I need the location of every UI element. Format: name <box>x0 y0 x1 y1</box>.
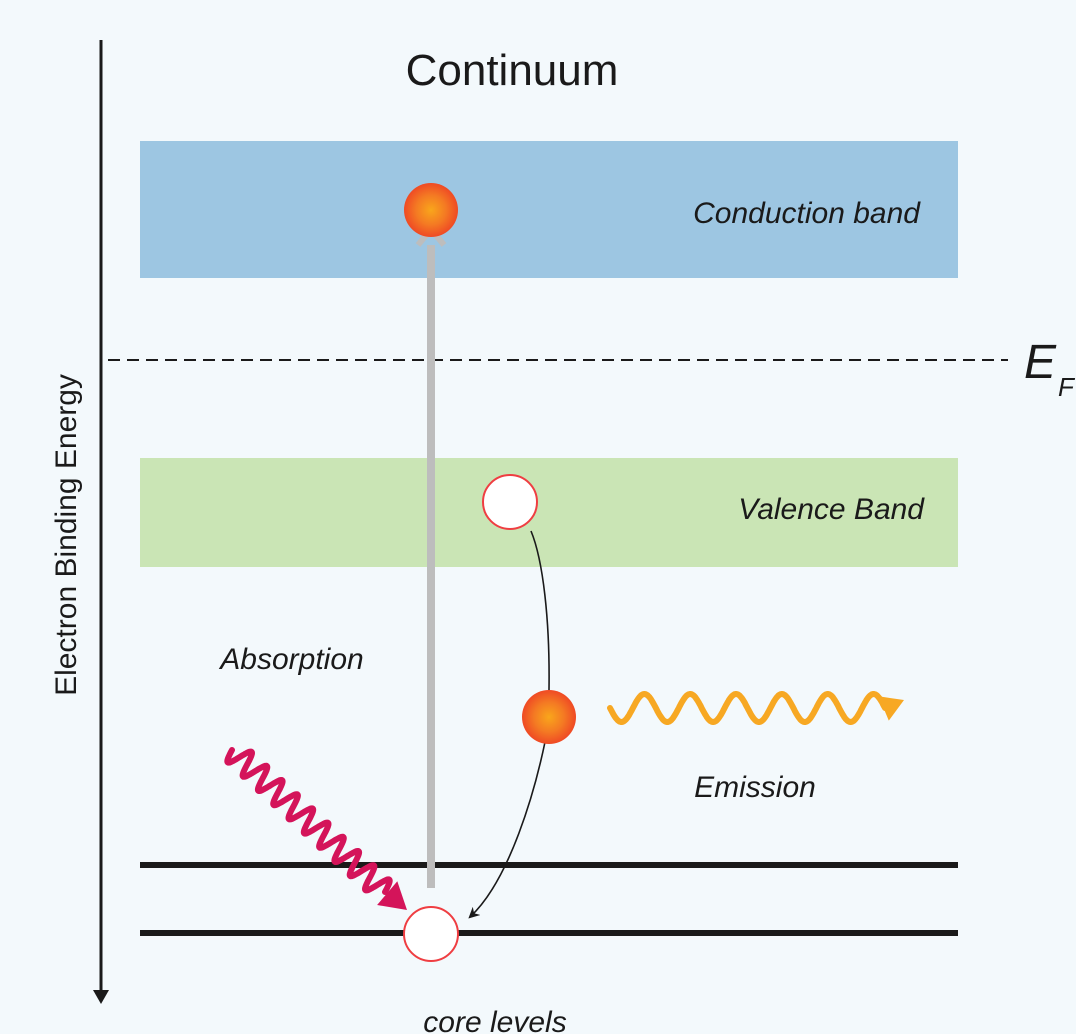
valence-hole <box>482 474 538 530</box>
energy-axis-arrowhead <box>93 990 109 1004</box>
decay-path-lower <box>468 741 546 919</box>
absorbed-photon-wave <box>224 747 393 895</box>
emitted-photon-wave <box>607 691 888 725</box>
emitted-photon-arrowhead <box>878 696 904 721</box>
core-levels-label: core levels <box>423 1006 566 1034</box>
emission-label: Emission <box>694 771 816 804</box>
axis-label: Electron Binding Energy <box>50 374 83 696</box>
conduction-band <box>140 141 958 278</box>
valence-band-label: Valence Band <box>738 493 925 526</box>
valence-band <box>140 458 958 567</box>
absorbed-photon-arrowhead <box>377 881 407 910</box>
core-hole <box>403 906 459 962</box>
excited-electron <box>404 183 458 237</box>
absorption-label: Absorption <box>218 643 363 676</box>
fermi-level-subscript: F <box>1058 372 1076 402</box>
fermi-level-symbol: E <box>1024 336 1057 389</box>
decay-path-upper <box>530 530 550 691</box>
conduction-band-label: Conduction band <box>693 197 921 230</box>
decaying-electron <box>522 690 576 744</box>
continuum-title: Continuum <box>406 46 619 95</box>
